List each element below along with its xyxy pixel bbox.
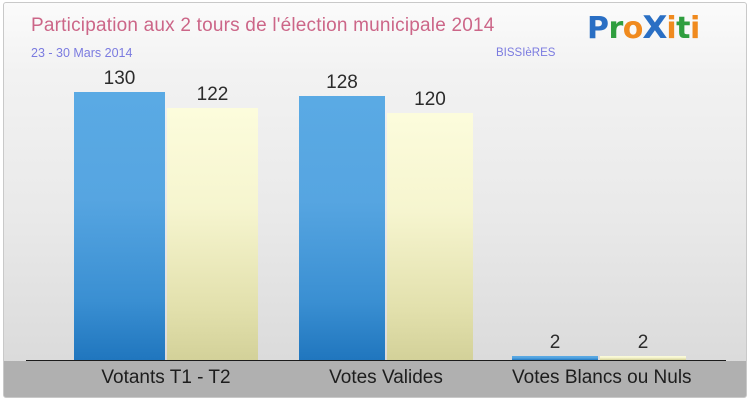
logo-letter-3: X — [642, 10, 667, 46]
category-label-band: Votants T1 - T2 Votes Valides Votes Blancs… — [4, 361, 746, 397]
bar-tour1[interactable] — [299, 96, 385, 360]
chart-header: Participation aux 2 tours de l'élection … — [4, 3, 746, 71]
bar-value-label: 2 — [549, 332, 561, 353]
logo-letter-4: i — [666, 11, 677, 46]
plot-area: 130 122 128 120 2 2 — [4, 68, 746, 361]
commune-name-label: BISSIèRES — [496, 47, 556, 59]
logo-letter-6: i — [689, 11, 700, 46]
bar-tour2[interactable] — [167, 108, 258, 360]
page-title: Participation aux 2 tours de l'élection … — [31, 15, 495, 36]
bar-tour2[interactable] — [600, 356, 686, 360]
chart-frame: Participation aux 2 tours de l'élection … — [3, 2, 747, 398]
logo-letter-0: P — [587, 11, 609, 46]
proxiti-logo[interactable]: ProXiti — [587, 12, 700, 45]
bar-value-label: 120 — [414, 89, 446, 110]
logo-letter-5: t — [676, 11, 690, 46]
bar-value-label: 122 — [196, 84, 229, 105]
x-axis-line — [26, 360, 726, 361]
category-label: Votants T1 - T2 — [101, 367, 231, 388]
date-range-label: 23 - 30 Mars 2014 — [31, 46, 133, 60]
category-label: Votes Blancs ou Nuls — [512, 367, 692, 388]
logo-letter-2: o — [622, 11, 644, 46]
bar-value-label: 2 — [637, 332, 649, 353]
bar-tour2[interactable] — [387, 113, 473, 360]
logo-letter-1: r — [608, 11, 624, 46]
bar-tour1[interactable] — [512, 356, 598, 360]
bar-value-label: 128 — [326, 72, 358, 93]
bar-tour1[interactable] — [74, 92, 165, 360]
bar-value-label: 130 — [103, 68, 136, 89]
category-label: Votes Valides — [329, 367, 443, 388]
